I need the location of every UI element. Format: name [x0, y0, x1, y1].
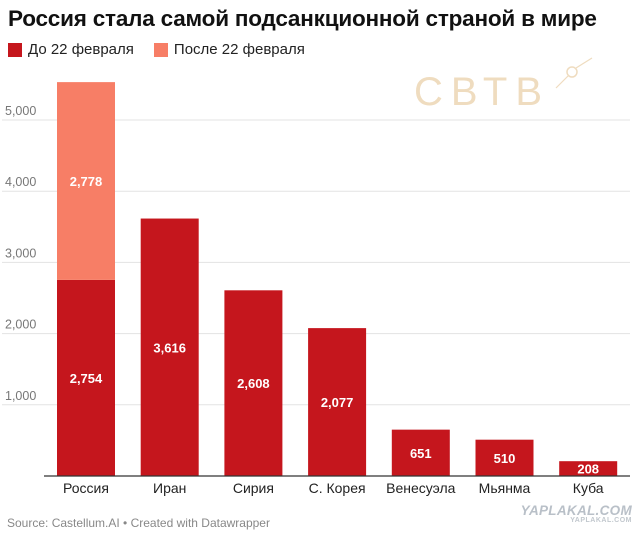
chart-title: Россия стала самой подсанкционной страно…: [8, 6, 597, 31]
x-tick-label: Иран: [153, 480, 186, 496]
x-tick-label: Сирия: [233, 480, 274, 496]
legend-label-before: До 22 февраля: [28, 41, 134, 58]
data-label: 2,778: [70, 174, 103, 189]
logo-satellite-antenna: [555, 75, 569, 89]
x-tick-label: Мьянма: [479, 480, 531, 496]
y-tick-label: 5,000: [5, 104, 36, 118]
legend-swatch-before: [8, 42, 22, 57]
watermark: YAPLAKAL.COM: [520, 503, 632, 518]
bar-after: [57, 82, 115, 280]
data-label: 2,754: [70, 371, 103, 386]
chart-legend: До 22 февраля После 22 февраля: [8, 41, 325, 58]
data-label: 510: [494, 451, 516, 466]
bar-before: [224, 290, 283, 476]
data-label: 651: [410, 446, 432, 461]
y-tick-label: 2,000: [5, 318, 36, 332]
legend-swatch-after: [153, 42, 168, 57]
y-tick-label: 4,000: [5, 175, 36, 189]
x-tick-label: Россия: [63, 480, 109, 496]
x-tick-label: Венесуэла: [386, 480, 455, 496]
logo-svtv: СВТВ: [414, 70, 551, 114]
x-tick-label: С. Корея: [309, 480, 366, 496]
data-label: 2,077: [321, 395, 354, 410]
legend-item-after: После 22 февраля: [153, 41, 305, 58]
y-tick-label: 1,000: [5, 389, 36, 403]
data-label: 2,608: [237, 376, 270, 391]
bar-before: [308, 328, 367, 476]
x-tick-label: Куба: [573, 480, 604, 496]
logo-satellite-icon: [566, 66, 578, 78]
bar-before: [57, 279, 115, 476]
bar-before: [140, 218, 199, 476]
data-label: 3,616: [153, 340, 186, 355]
y-tick-label: 3,000: [5, 246, 36, 260]
legend-item-before: До 22 февраля: [8, 41, 134, 58]
data-label: 208: [577, 462, 599, 477]
bar-before: [391, 429, 450, 476]
bar-before: [559, 461, 618, 476]
watermark-sub: YAPLAKAL.COM: [570, 517, 632, 524]
legend-label-after: После 22 февраля: [173, 41, 305, 58]
bar-before: [475, 439, 534, 476]
source-footer: Source: Castellum.AI • Created with Data…: [7, 516, 270, 530]
logo-satellite-antenna: [575, 57, 593, 69]
